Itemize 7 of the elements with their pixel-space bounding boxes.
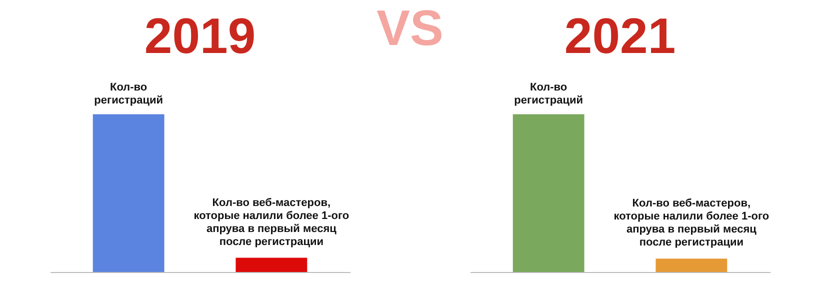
x-tick-label: Кол-во регистраций [94,81,163,106]
chart-title: 2019 [144,8,256,64]
x-tick-label: Кол-во регистраций [514,81,583,106]
x-tick-label: Кол-во веб-мастеров, которые налили более 1-ого апрува в первый месяц после регистрации [194,196,350,248]
chart-title: 2021 [564,8,676,64]
x-tick-label: Кол-во веб-мастеров, которые налили более 1-ого апрува в первый месяц после регистрации [614,198,770,249]
text: VS [376,0,444,56]
